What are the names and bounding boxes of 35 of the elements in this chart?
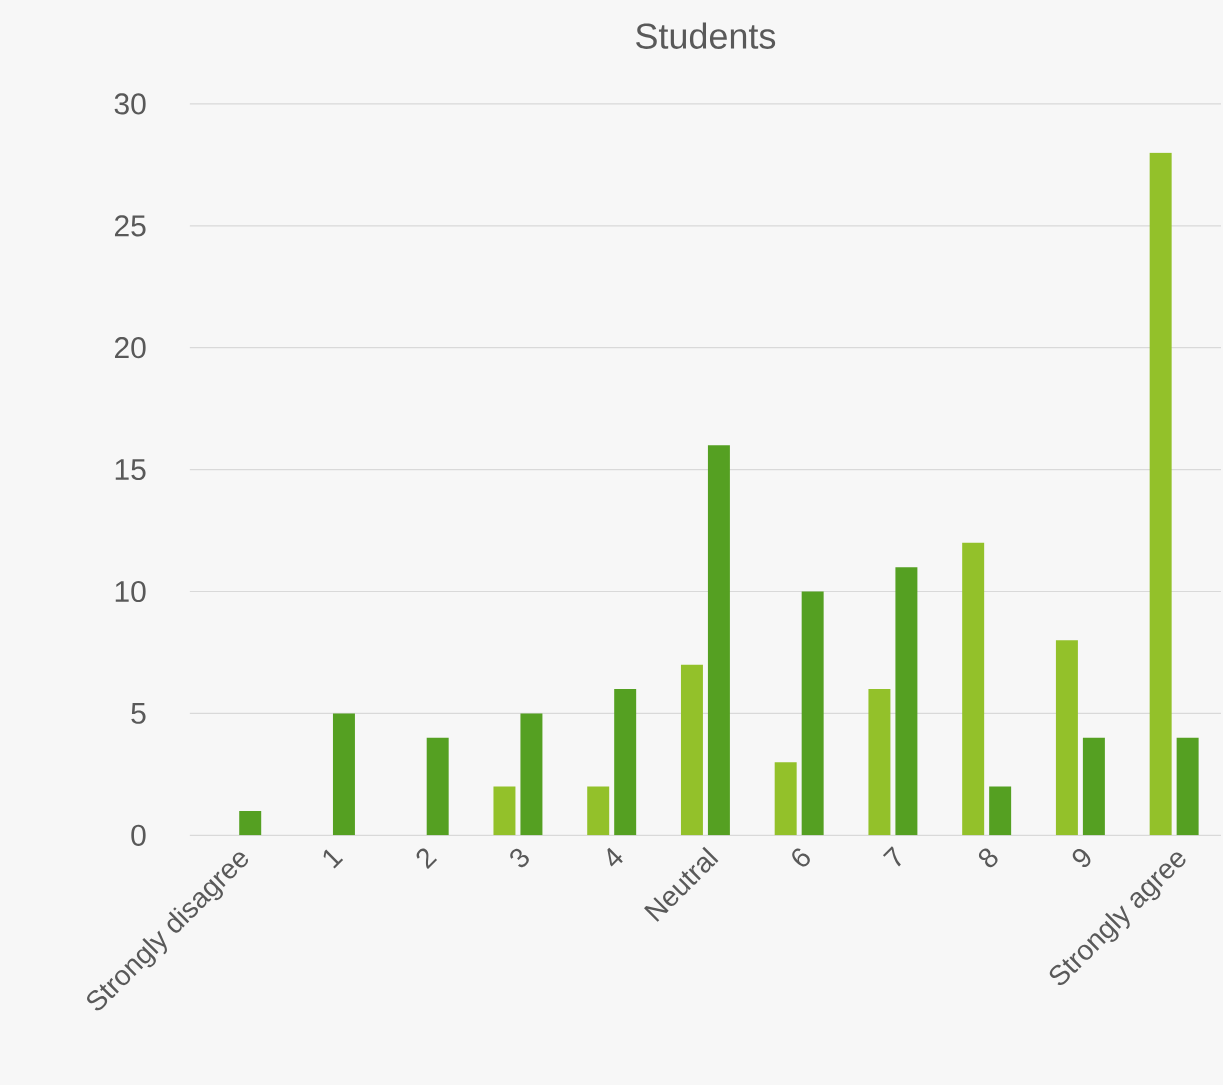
bar (1082, 737, 1105, 836)
bar (239, 810, 262, 836)
bar (1176, 737, 1199, 836)
bar (801, 591, 824, 836)
x-tick-label: 8 (978, 848, 998, 868)
y-tick-label: 20 (114, 337, 146, 359)
bar (962, 542, 985, 836)
bar (989, 786, 1012, 836)
bar (520, 713, 543, 836)
x-tick-label: 6 (792, 848, 810, 867)
bar (493, 786, 516, 836)
x-tick-label: 1 (323, 849, 344, 869)
bar (1149, 152, 1172, 836)
bar (774, 762, 797, 836)
y-tick-label: 5 (131, 702, 146, 724)
y-tick-label: 30 (114, 93, 146, 115)
x-tick-label: 2 (416, 848, 438, 870)
x-tick-label: 9 (1072, 848, 1091, 868)
x-tick-label: 4 (607, 847, 623, 867)
y-tick-label: 0 (131, 824, 146, 846)
bar (895, 567, 918, 836)
y-tick-label: 25 (114, 215, 146, 237)
bar (680, 664, 703, 836)
y-tick-label: 15 (115, 459, 146, 481)
bar (332, 713, 355, 836)
bar (707, 445, 730, 836)
y-tick-label: 10 (115, 580, 146, 603)
bar (868, 688, 891, 836)
x-tick-label: 3 (510, 848, 529, 868)
chart-title: Students (636, 22, 776, 49)
bar (587, 786, 610, 836)
bar (1055, 640, 1078, 836)
x-tick-label: 7 (882, 846, 901, 867)
bar (426, 737, 449, 836)
bar (614, 688, 637, 836)
